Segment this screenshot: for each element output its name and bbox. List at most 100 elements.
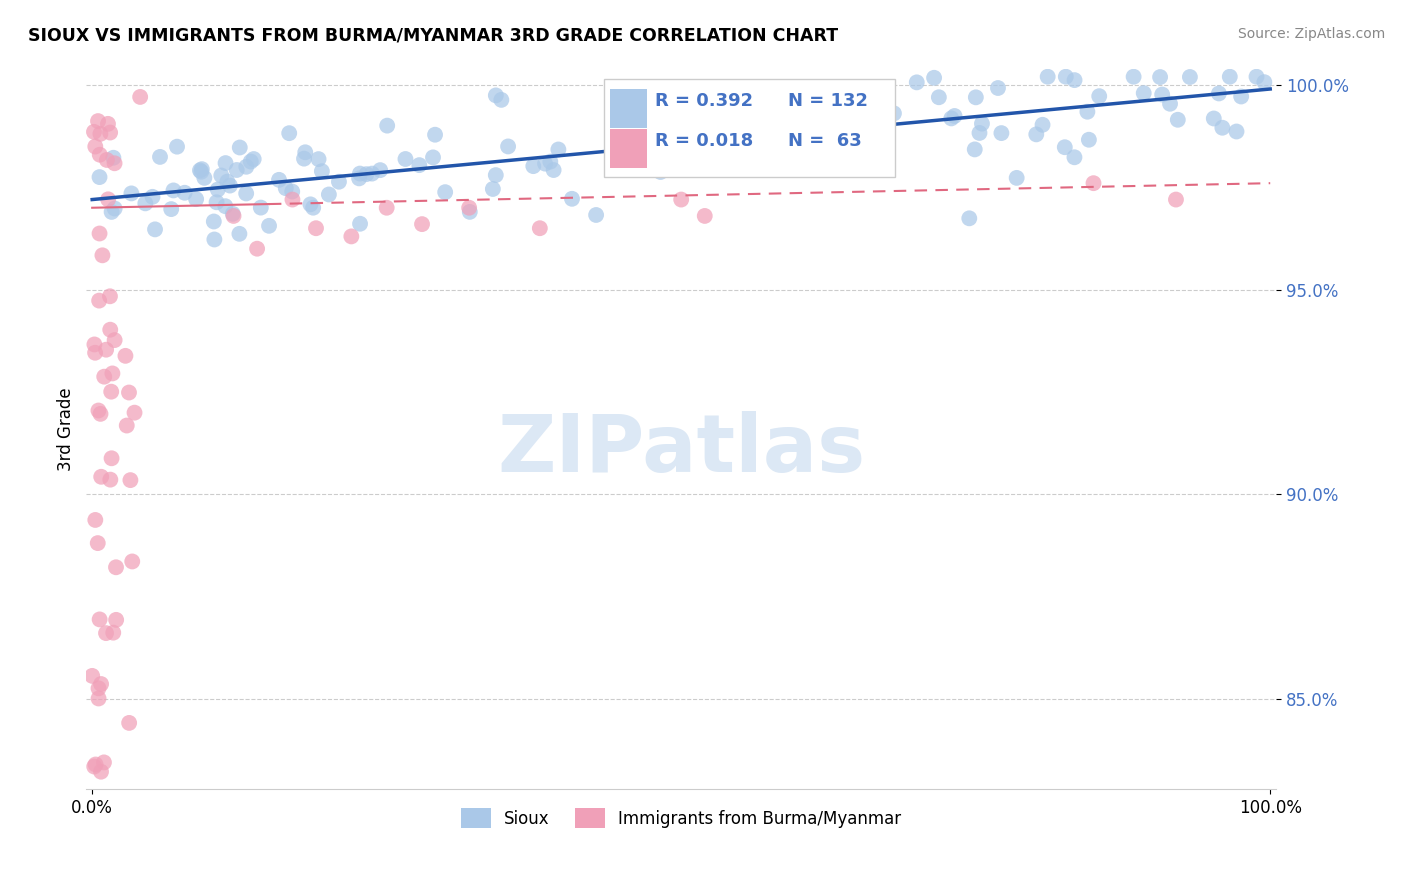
Point xyxy=(97,192,120,206)
Point xyxy=(98,126,121,140)
Point xyxy=(105,560,128,574)
Point xyxy=(292,152,315,166)
Point xyxy=(408,158,430,172)
Point xyxy=(1122,70,1144,84)
Point xyxy=(458,205,481,219)
Point xyxy=(98,473,121,487)
Point xyxy=(294,145,316,160)
Point xyxy=(529,221,551,235)
Point xyxy=(963,142,986,156)
Point xyxy=(239,154,262,169)
Point xyxy=(118,385,141,400)
Point xyxy=(305,221,328,235)
Point xyxy=(957,211,980,226)
Point xyxy=(394,152,416,166)
Point xyxy=(772,150,794,164)
Point xyxy=(657,148,679,162)
Point xyxy=(375,201,398,215)
Point xyxy=(1253,75,1275,89)
Point xyxy=(149,150,172,164)
Point xyxy=(1202,112,1225,126)
Text: R = 0.392: R = 0.392 xyxy=(655,92,754,110)
Point xyxy=(496,139,519,153)
Point xyxy=(869,138,891,153)
Point xyxy=(124,406,146,420)
Point xyxy=(1211,120,1233,135)
Point xyxy=(485,88,508,103)
Point xyxy=(1025,128,1047,142)
Point xyxy=(250,201,273,215)
Point xyxy=(87,681,110,696)
Point xyxy=(121,554,143,568)
Point xyxy=(219,178,242,193)
Point xyxy=(741,93,763,107)
Point xyxy=(98,289,121,303)
Point xyxy=(311,164,333,178)
Point xyxy=(274,181,297,195)
Point xyxy=(257,219,280,233)
Point xyxy=(905,75,928,89)
Point xyxy=(349,217,371,231)
FancyBboxPatch shape xyxy=(610,88,647,128)
Point xyxy=(162,183,184,197)
Point xyxy=(411,217,433,231)
Point xyxy=(191,162,214,177)
Point xyxy=(990,126,1012,140)
Point xyxy=(1208,87,1230,101)
Point xyxy=(209,169,232,183)
Point xyxy=(349,167,371,181)
Point xyxy=(1063,73,1085,87)
Point xyxy=(235,186,257,201)
Point xyxy=(485,168,508,182)
Point xyxy=(87,403,110,417)
Point xyxy=(1077,133,1099,147)
Point xyxy=(83,337,105,351)
Point xyxy=(83,759,105,773)
Point xyxy=(1149,70,1171,84)
Point xyxy=(160,202,183,216)
Point xyxy=(1164,193,1187,207)
Point xyxy=(98,323,121,337)
Point xyxy=(94,626,117,640)
Point xyxy=(1076,104,1098,119)
Point xyxy=(626,128,648,142)
Point xyxy=(1219,70,1241,84)
Point xyxy=(1152,87,1174,102)
Point xyxy=(621,155,644,169)
Point xyxy=(87,114,110,128)
Point xyxy=(115,418,138,433)
Text: Source: ZipAtlas.com: Source: ZipAtlas.com xyxy=(1237,27,1385,41)
Point xyxy=(242,152,264,166)
Point xyxy=(166,139,188,153)
Point xyxy=(225,163,247,178)
Point xyxy=(585,208,607,222)
Point xyxy=(1159,96,1181,111)
Point xyxy=(118,715,141,730)
Point xyxy=(328,175,350,189)
Point xyxy=(96,153,118,167)
Point xyxy=(943,109,966,123)
Point xyxy=(561,192,583,206)
Point xyxy=(190,165,212,179)
Point xyxy=(749,115,772,129)
Point xyxy=(104,202,127,216)
Point xyxy=(87,536,110,550)
Point xyxy=(114,349,136,363)
Point xyxy=(222,207,245,221)
Point xyxy=(673,119,696,133)
Point xyxy=(617,114,640,128)
Point xyxy=(299,197,322,211)
Point xyxy=(228,227,250,241)
Point xyxy=(141,190,163,204)
Point xyxy=(104,333,127,347)
Point xyxy=(1246,70,1268,84)
Point xyxy=(103,625,125,640)
Point xyxy=(184,192,207,206)
Point xyxy=(538,154,561,169)
Point xyxy=(1054,70,1077,84)
Point xyxy=(710,150,733,164)
Point xyxy=(173,186,195,200)
FancyBboxPatch shape xyxy=(603,79,896,177)
Point xyxy=(82,669,104,683)
Point xyxy=(1063,150,1085,164)
